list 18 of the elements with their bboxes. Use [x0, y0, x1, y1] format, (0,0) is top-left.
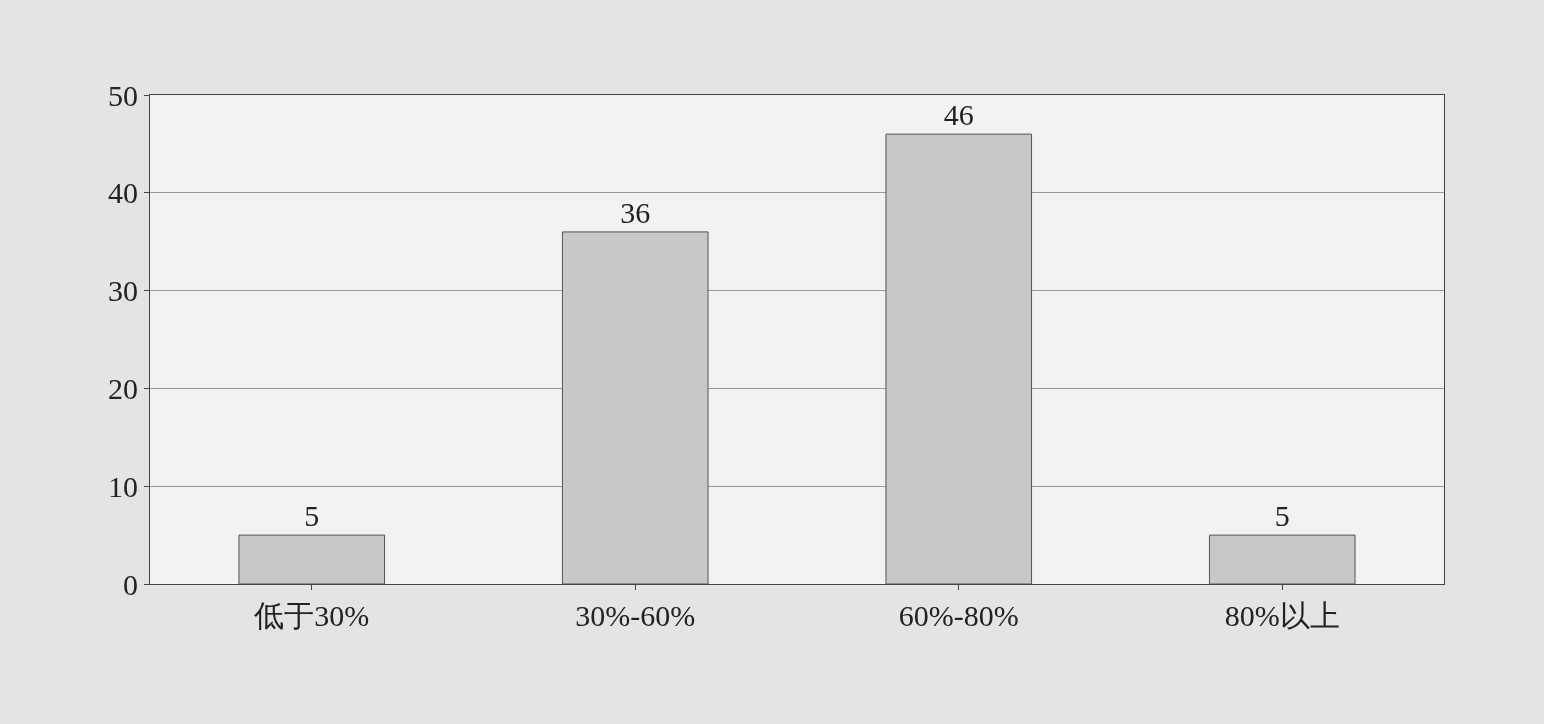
- bar: [238, 534, 386, 584]
- bar: [1208, 534, 1356, 584]
- y-tick-label: 50: [108, 78, 138, 112]
- x-tick-label: 80%以上: [1224, 599, 1340, 632]
- data-label: 36: [620, 195, 651, 229]
- data-label: 5: [304, 499, 320, 533]
- y-tick-label: 20: [108, 371, 138, 405]
- x-tick-label: 30%-60%: [575, 599, 696, 632]
- data-label: 5: [1274, 499, 1290, 533]
- bar: [885, 133, 1033, 584]
- x-tick-label: 60%-80%: [898, 599, 1019, 632]
- x-tick-label: 低于30%: [254, 599, 370, 632]
- y-tick-label: 0: [123, 567, 138, 601]
- y-tick-label: 10: [108, 469, 138, 503]
- bar: [561, 231, 709, 584]
- y-tick-label: 40: [108, 176, 138, 210]
- y-tick-label: 30: [108, 274, 138, 308]
- data-label: 46: [943, 98, 974, 132]
